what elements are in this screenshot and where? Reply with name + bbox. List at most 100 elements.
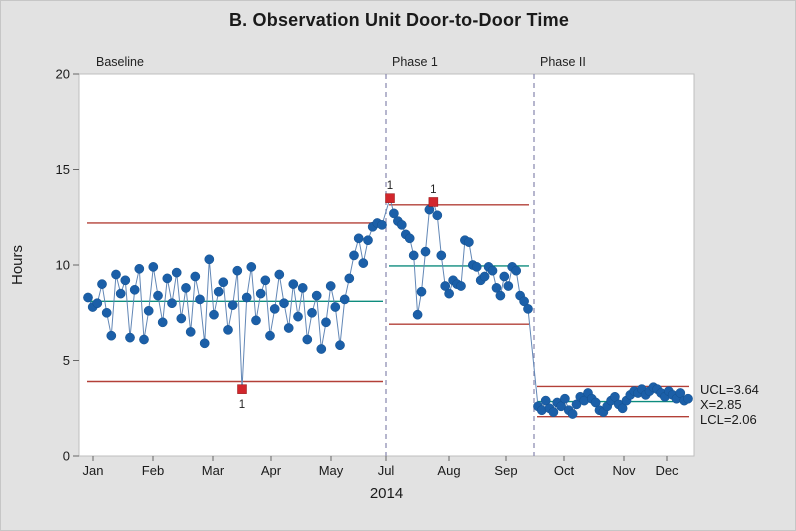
y-axis-title: Hours	[9, 245, 26, 286]
data-point	[283, 323, 294, 333]
data-point	[339, 294, 350, 305]
data-point	[617, 403, 628, 414]
x-axis-title: 2014	[369, 485, 404, 502]
data-point	[330, 302, 341, 312]
y-tick-label: 10	[56, 258, 70, 273]
data-point	[279, 298, 289, 309]
data-point	[227, 300, 238, 310]
data-point	[440, 281, 451, 291]
data-point	[83, 292, 93, 303]
data-point	[199, 338, 210, 349]
data-point	[321, 317, 331, 328]
x-tick-label: Feb	[142, 463, 164, 478]
data-point	[185, 327, 196, 337]
x-tick-label: Aug	[437, 463, 460, 478]
out-of-control-label: 1	[239, 399, 245, 411]
y-tick-label: 0	[63, 449, 70, 464]
data-point	[683, 393, 693, 404]
data-point	[471, 262, 482, 272]
data-point	[479, 271, 490, 282]
data-point	[420, 246, 431, 257]
data-point	[139, 334, 149, 345]
x-tick-label: Dec	[655, 463, 679, 478]
data-point	[92, 298, 103, 309]
data-point	[675, 388, 686, 398]
data-point	[269, 304, 280, 314]
data-point	[511, 265, 522, 276]
data-point	[358, 258, 369, 268]
data-point	[143, 305, 154, 316]
data-point	[260, 275, 271, 286]
data-point	[307, 307, 317, 318]
x-tick-label: Nov	[612, 463, 636, 478]
data-point	[456, 281, 466, 291]
data-point	[560, 393, 570, 404]
data-point	[274, 269, 285, 280]
data-point	[590, 397, 601, 408]
data-point	[316, 344, 327, 354]
data-point	[241, 292, 252, 303]
data-point	[195, 294, 205, 305]
out-of-control-point	[237, 384, 247, 394]
phase-label-phase1: Phase 1	[392, 55, 438, 69]
mean-annotation: X=2.85	[700, 397, 742, 412]
data-point	[487, 265, 498, 276]
out-of-control-label: 1	[430, 184, 436, 196]
x-tick-label: Jul	[378, 463, 395, 478]
data-point	[190, 271, 201, 282]
data-point	[408, 250, 419, 261]
data-point	[129, 284, 140, 295]
data-point	[464, 237, 474, 247]
data-point	[265, 330, 275, 341]
data-point	[325, 281, 336, 291]
data-point	[218, 277, 229, 288]
data-point	[297, 283, 308, 293]
data-point	[120, 275, 131, 286]
data-point	[302, 334, 313, 345]
data-point	[519, 296, 529, 307]
ucl-annotation: UCL=3.64	[700, 382, 759, 397]
data-point	[101, 307, 112, 318]
data-point	[134, 263, 145, 274]
x-tick-label: Mar	[202, 463, 225, 478]
data-point	[363, 235, 373, 246]
x-tick-label: May	[319, 463, 344, 478]
data-point	[412, 309, 423, 320]
data-point	[204, 254, 215, 265]
data-point	[491, 283, 502, 293]
data-point	[499, 271, 510, 282]
data-point	[404, 233, 415, 244]
data-point	[288, 279, 299, 289]
data-point	[432, 210, 443, 221]
data-point	[377, 220, 387, 230]
data-point	[349, 250, 359, 261]
data-point	[125, 332, 135, 343]
out-of-control-label: 1	[387, 180, 393, 192]
y-tick-label: 15	[56, 162, 70, 177]
data-point	[171, 267, 182, 278]
data-point	[115, 288, 126, 299]
data-point	[251, 315, 261, 326]
data-point	[444, 288, 454, 299]
y-tick-label: 20	[56, 67, 70, 82]
data-point	[293, 311, 303, 322]
y-tick-label: 5	[63, 353, 70, 368]
data-point	[148, 262, 159, 272]
data-point	[495, 290, 506, 301]
data-point	[157, 317, 168, 328]
data-point	[311, 290, 322, 301]
out-of-control-point	[385, 193, 395, 203]
data-point	[540, 395, 551, 406]
data-point	[396, 220, 407, 230]
data-point	[567, 409, 578, 419]
out-of-control-point	[428, 197, 439, 207]
chart-title: B. Observation Unit Door-to-Door Time	[228, 10, 570, 30]
data-point	[335, 340, 345, 351]
data-point	[353, 233, 364, 244]
data-point	[389, 208, 399, 219]
data-point	[181, 283, 191, 293]
data-point	[610, 391, 620, 402]
data-point	[344, 273, 355, 284]
